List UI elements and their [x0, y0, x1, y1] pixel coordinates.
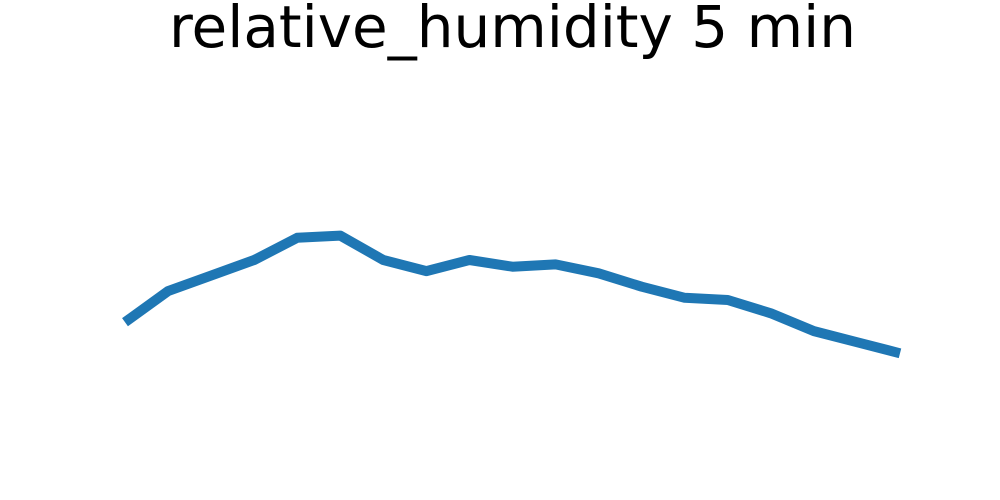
series-line-0: [122, 230, 902, 359]
plot-area: [122, 230, 902, 359]
chart-title: relative_humidity 5 min: [168, 0, 857, 61]
